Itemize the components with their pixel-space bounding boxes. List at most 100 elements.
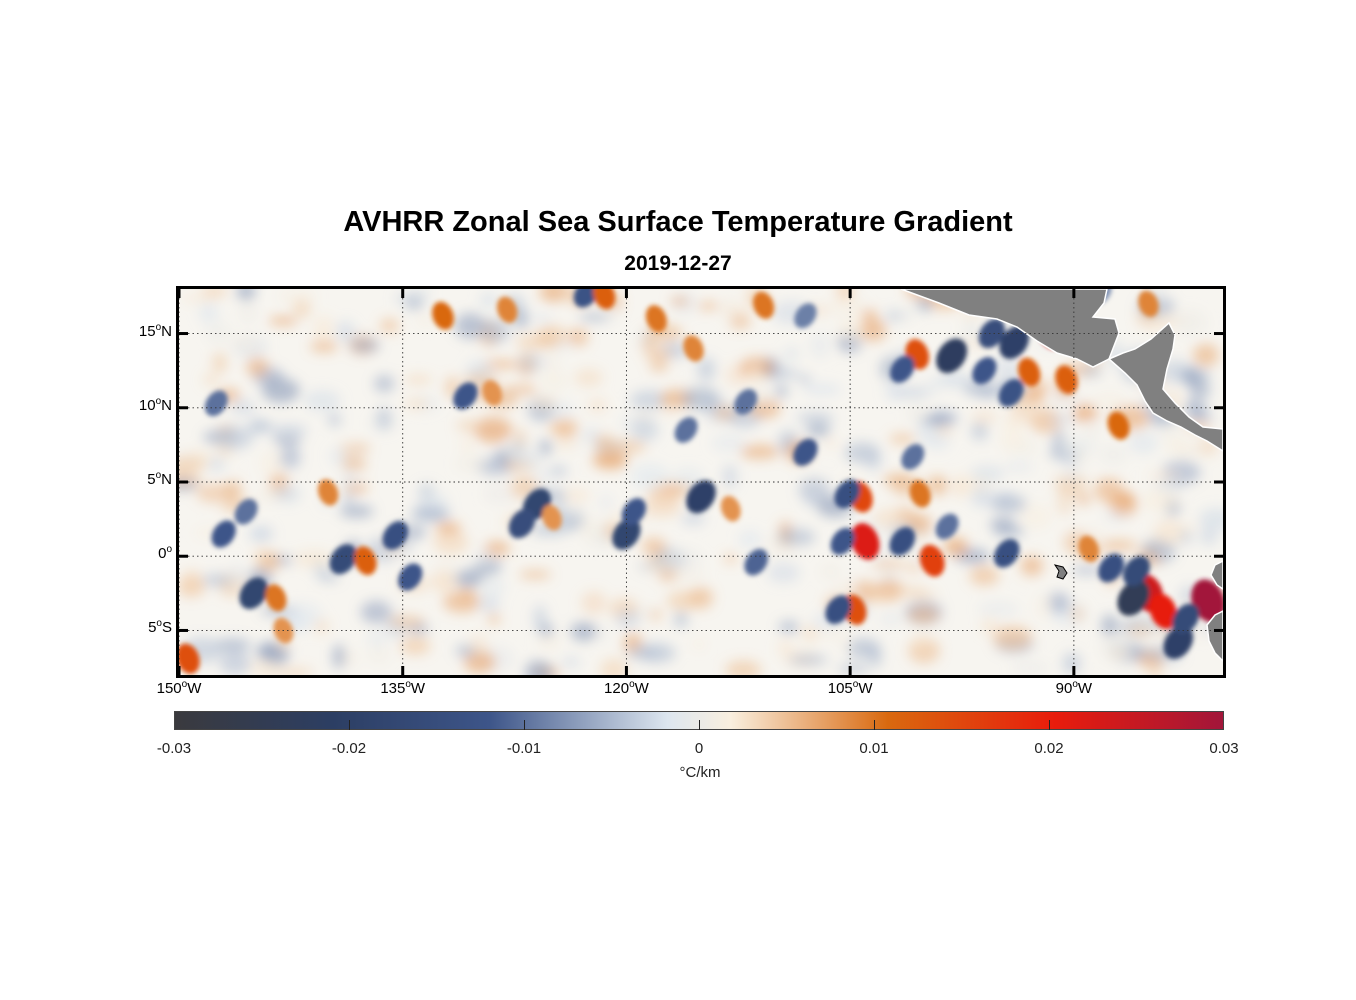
- gradient-feature: [204, 390, 228, 417]
- background-texture-patch: [487, 612, 501, 625]
- background-texture-patch: [1060, 436, 1096, 458]
- background-texture-patch: [473, 417, 513, 443]
- gradient-feature: [998, 378, 1024, 407]
- background-texture-patch: [201, 573, 233, 587]
- background-texture-patch: [196, 483, 231, 503]
- gradient-feature: [935, 513, 959, 540]
- background-texture-patch: [379, 318, 399, 334]
- background-texture-patch: [723, 554, 738, 564]
- latitude-tick-label: 10oN: [138, 395, 172, 414]
- background-texture-patch: [1109, 649, 1132, 659]
- south-america-coast-land: [1210, 560, 1223, 590]
- gradient-feature: [972, 357, 997, 385]
- background-texture-patch: [1160, 428, 1183, 442]
- gradient-feature: [541, 504, 562, 531]
- background-texture-patch: [230, 335, 262, 352]
- gradient-feature: [850, 523, 880, 560]
- background-texture-patch: [971, 410, 998, 424]
- gradient-feature: [1163, 625, 1194, 659]
- longitude-tick-label: 105oW: [827, 679, 873, 697]
- background-texture-patch: [711, 434, 747, 452]
- background-texture-patch: [339, 505, 374, 518]
- background-texture-patch: [1170, 442, 1208, 458]
- galapagos-islands-land: [1053, 564, 1068, 580]
- background-texture-patch: [464, 651, 496, 674]
- background-texture-patch: [1063, 471, 1079, 482]
- chart-title: AVHRR Zonal Sea Surface Temperature Grad…: [343, 206, 1013, 238]
- background-texture-patch: [627, 645, 659, 661]
- background-texture-patch: [774, 385, 789, 398]
- background-texture-patch: [926, 410, 958, 427]
- background-texture-patch: [970, 465, 1005, 482]
- background-texture-patch: [643, 348, 673, 360]
- background-texture-patch: [219, 651, 252, 675]
- gradient-feature: [793, 438, 818, 466]
- background-texture-patch: [615, 610, 640, 628]
- background-texture-patch: [1147, 471, 1181, 481]
- central-america-isthmus-land: [1107, 321, 1223, 452]
- background-texture-patch: [456, 419, 481, 432]
- background-texture-patch: [641, 537, 666, 555]
- background-texture-patch: [879, 612, 903, 626]
- colorbar-tick: [1048, 720, 1050, 730]
- gradient-feature: [1138, 290, 1159, 318]
- gradient-feature: [674, 417, 698, 443]
- background-texture-patch: [404, 397, 430, 410]
- background-texture-patch: [788, 654, 828, 666]
- background-texture-patch: [1180, 522, 1200, 532]
- background-texture-patch: [435, 521, 462, 535]
- background-texture-patch: [802, 383, 842, 396]
- background-texture-patch: [798, 478, 830, 502]
- background-texture-patch: [971, 421, 988, 441]
- gradient-feature: [890, 355, 915, 383]
- background-texture-patch: [279, 445, 301, 469]
- background-texture-patch: [248, 418, 268, 435]
- background-texture-patch: [455, 454, 487, 473]
- graticule: [179, 289, 1223, 675]
- background-texture-patch: [416, 313, 437, 328]
- background-texture-patch: [725, 660, 762, 675]
- background-texture-patch: [483, 484, 516, 504]
- colorbar-tick: [523, 720, 525, 730]
- background-texture-patch: [203, 374, 219, 386]
- background-texture-patch: [649, 360, 669, 372]
- background-texture-patch: [1005, 460, 1033, 473]
- background-texture-patch: [1081, 364, 1102, 378]
- background-texture-patch: [538, 623, 554, 638]
- background-texture-patch: [696, 357, 716, 382]
- background-texture-patch: [1199, 527, 1218, 546]
- landmass: [900, 289, 1223, 663]
- background-texture-patch: [239, 303, 257, 323]
- gradient-feature: [354, 546, 377, 576]
- background-texture-patch: [260, 450, 285, 477]
- background-texture-patch: [454, 569, 484, 588]
- background-texture-patch: [484, 540, 510, 557]
- background-texture-patch: [536, 325, 566, 348]
- gradient-feature: [1117, 579, 1150, 616]
- background-texture-patch: [556, 437, 574, 451]
- background-texture-patch: [563, 487, 590, 504]
- background-texture-patch: [691, 638, 706, 650]
- background-texture-patch: [273, 485, 301, 503]
- background-texture-patch: [443, 590, 482, 613]
- background-texture-patch: [1185, 398, 1206, 418]
- background-texture-patch: [889, 433, 916, 445]
- background-texture-patch: [819, 627, 850, 640]
- background-texture-patch: [565, 503, 582, 519]
- gradient-feature: [573, 289, 599, 308]
- gradient-feature: [901, 443, 925, 470]
- background-texture-patch: [455, 644, 476, 657]
- background-texture-patch: [1070, 606, 1085, 622]
- gradient-feature: [234, 498, 258, 525]
- background-texture-patch: [332, 644, 346, 669]
- gradient-feature: [909, 480, 931, 508]
- background-texture-patch: [599, 494, 613, 511]
- background-texture-patch: [532, 395, 558, 412]
- background-texture-patch: [990, 494, 1027, 514]
- colorbar-tick-label: -0.03: [156, 740, 192, 757]
- colorbar-tick-label: -0.02: [331, 740, 367, 757]
- background-texture-patch: [1179, 369, 1211, 384]
- background-texture-patch: [1007, 407, 1044, 423]
- background-texture-patch: [1198, 508, 1223, 531]
- gradient-feature: [621, 498, 647, 526]
